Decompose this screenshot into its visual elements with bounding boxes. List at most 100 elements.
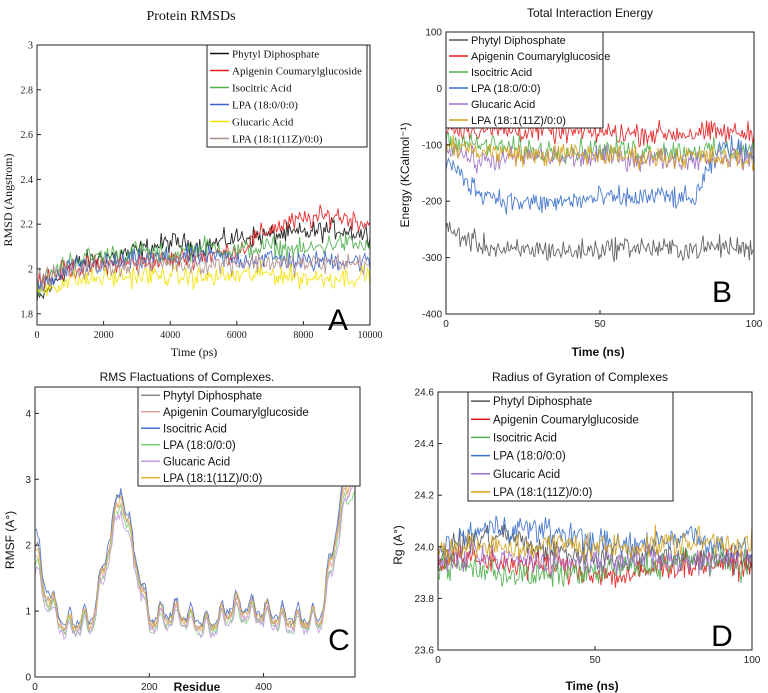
legend-label: Apigenin Coumarylglucoside xyxy=(232,66,362,78)
legend-box xyxy=(467,391,674,502)
legend-label: LPA (18:1(11Z)/0:0) xyxy=(471,115,566,127)
chart-panel-b: Total Interaction Energy 0 50 100 100 0 -100 -2… xyxy=(398,6,763,359)
y-tick-label: 2.2 xyxy=(21,220,34,231)
legend-label: Isocitric Acid xyxy=(232,83,292,95)
chart-panel-d: Radius of Gyration of Complexes 0 50 100 24.… xyxy=(391,370,761,693)
chart-title: Radius of Gyration of Complexes xyxy=(492,370,668,384)
legend-label: Phytyl Diphosphate xyxy=(163,390,262,402)
chart-panel-c: RMS Flactuations of Complexes. 0 200 400 0 1 2… xyxy=(3,370,361,693)
legend-label: LPA (18:0/0:0) xyxy=(471,83,541,95)
y-tick-label: 2.4 xyxy=(21,175,34,186)
legend-box xyxy=(206,44,368,148)
y-tick-label: 24.6 xyxy=(415,388,435,399)
x-tick-label: 0 xyxy=(435,655,441,666)
y-tick-label: -300 xyxy=(422,253,442,264)
legend-label: Apigenin Coumarylglucoside xyxy=(493,414,639,426)
legend-label: Glucaric Acid xyxy=(471,99,535,111)
y-axis-label: Energy (KCalmol⁻¹) xyxy=(398,122,412,227)
legend-label: LPA (18:0/0:0) xyxy=(163,440,236,452)
legend-label: Apigenin Coumarylglucoside xyxy=(163,407,309,419)
legend-label: LPA (18:0/0:0) xyxy=(232,100,298,112)
legend-label: LPA (18:1(11Z)/0:0) xyxy=(163,473,262,485)
x-tick-label: 50 xyxy=(589,655,601,666)
plot-frame xyxy=(36,44,371,326)
y-tick-label: 24.2 xyxy=(415,491,435,502)
y-tick-label: 2 xyxy=(28,265,33,276)
plot-area xyxy=(37,204,370,302)
legend-label: Isocitric Acid xyxy=(471,67,532,79)
x-tick-label: 0 xyxy=(32,682,38,693)
x-tick-label: 8000 xyxy=(293,330,313,341)
legend-label: Glucaric Acid xyxy=(163,456,230,468)
x-tick-label: 6000 xyxy=(227,330,247,341)
y-tick-label: 1 xyxy=(25,607,31,618)
series-line-4 xyxy=(446,135,754,215)
series-line-5 xyxy=(35,461,355,640)
series-line-6 xyxy=(438,524,752,565)
y-axis-label: RMSD (Angstrom) xyxy=(1,153,15,246)
legend-label: Isocitric Acid xyxy=(163,423,227,435)
x-tick-label: 200 xyxy=(141,682,158,693)
chart-title: RMS Flactuations of Complexes. xyxy=(100,370,275,384)
x-tick-label: 100 xyxy=(744,655,761,666)
plot-area xyxy=(35,422,355,640)
y-tick-label: 0 xyxy=(436,84,442,95)
panel-letter: B xyxy=(712,276,732,309)
plot-area xyxy=(446,117,754,263)
legend-label: LPA (18:1(11Z)/0:0) xyxy=(232,134,323,146)
legend-label: Isocitric Acid xyxy=(493,432,557,444)
x-tick-label: 50 xyxy=(594,319,606,330)
series-line-1 xyxy=(446,221,754,263)
y-tick-label: 23.6 xyxy=(415,646,435,657)
y-tick-label: 3 xyxy=(28,41,33,52)
legend-label: Phytyl Diphosphate xyxy=(493,396,592,408)
y-tick-label: -400 xyxy=(422,310,442,321)
y-axis-label: RMSF (A°) xyxy=(3,511,17,569)
legend-box xyxy=(445,31,604,129)
y-tick-label: 2.6 xyxy=(21,130,34,141)
y-tick-label: 0 xyxy=(25,673,31,684)
series-line-5 xyxy=(37,260,370,297)
y-tick-label: 24.0 xyxy=(415,542,435,553)
y-tick-label: 3 xyxy=(25,475,31,486)
series-line-6 xyxy=(446,135,754,171)
x-axis-label: Time (ns) xyxy=(571,345,624,359)
x-tick-label: 400 xyxy=(255,682,272,693)
x-axis-label: Time (ps) xyxy=(171,345,218,359)
y-tick-label: 100 xyxy=(425,28,442,39)
series-line-6 xyxy=(35,474,355,633)
y-tick-label: 1.8 xyxy=(21,309,34,320)
x-tick-label: 2000 xyxy=(94,330,114,341)
x-axis-label: Time (ns) xyxy=(565,679,618,693)
y-tick-label: 4 xyxy=(25,409,31,420)
legend-label: LPA (18:0/0:0) xyxy=(493,451,566,463)
legend-label: Glucaric Acid xyxy=(493,469,560,481)
chart-title: Protein RMSDs xyxy=(146,9,235,24)
y-tick-label: 2.8 xyxy=(21,85,34,96)
plot-area xyxy=(438,515,752,588)
legend-label: Glucaric Acid xyxy=(232,117,294,129)
legend-box xyxy=(137,386,361,487)
x-tick-label: 4000 xyxy=(160,330,180,341)
y-tick-label: -200 xyxy=(422,197,442,208)
panel-letter: D xyxy=(711,620,733,653)
legend-label: Apigenin Coumarylglucoside xyxy=(471,51,610,63)
x-axis-label: Residue xyxy=(174,680,221,693)
x-tick-label: 0 xyxy=(35,330,40,341)
series-line-6 xyxy=(37,250,370,292)
x-tick-label: 0 xyxy=(443,319,449,330)
chart-title: Total Interaction Energy xyxy=(527,6,653,20)
panel-letter: A xyxy=(328,304,348,337)
y-tick-label: -100 xyxy=(422,140,442,151)
y-tick-label: 23.8 xyxy=(415,594,435,605)
chart-panel-a: Protein RMSDs 0 2000 4000 6000 8000 10000 1.8 2 2… xyxy=(1,9,383,359)
y-tick-label: 2 xyxy=(25,541,31,552)
y-tick-label: 24.4 xyxy=(415,439,435,450)
series-line-4 xyxy=(438,515,752,560)
x-tick-label: 10000 xyxy=(358,330,383,341)
panel-letter: C xyxy=(328,624,350,657)
legend-label: Phytyl Diphosphate xyxy=(232,49,319,61)
series-line-3 xyxy=(37,233,370,296)
y-axis-label: Rg (A°) xyxy=(391,525,405,564)
